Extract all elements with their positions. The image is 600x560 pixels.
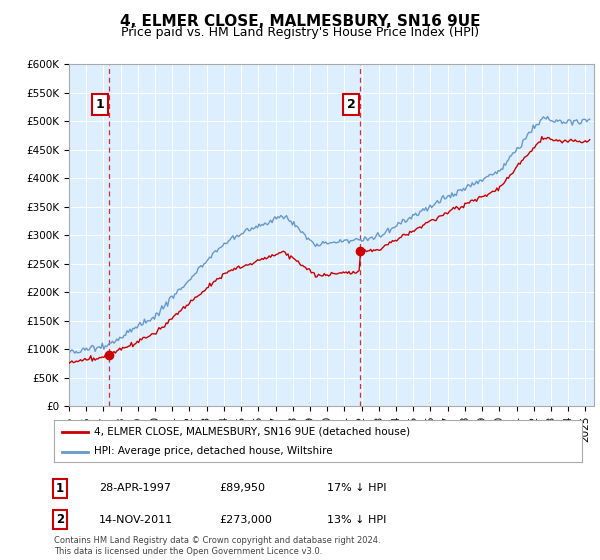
Text: £273,000: £273,000 [219,515,272,525]
Text: 4, ELMER CLOSE, MALMESBURY, SN16 9UE: 4, ELMER CLOSE, MALMESBURY, SN16 9UE [120,14,480,29]
Text: Price paid vs. HM Land Registry's House Price Index (HPI): Price paid vs. HM Land Registry's House … [121,26,479,39]
Text: 2: 2 [347,98,355,111]
Text: Contains HM Land Registry data © Crown copyright and database right 2024.
This d: Contains HM Land Registry data © Crown c… [54,536,380,556]
Text: 4, ELMER CLOSE, MALMESBURY, SN16 9UE (detached house): 4, ELMER CLOSE, MALMESBURY, SN16 9UE (de… [94,427,410,437]
Text: 28-APR-1997: 28-APR-1997 [99,483,171,493]
Text: 13% ↓ HPI: 13% ↓ HPI [327,515,386,525]
Text: 2: 2 [56,513,64,526]
Text: 1: 1 [56,482,64,495]
Text: £89,950: £89,950 [219,483,265,493]
Text: 17% ↓ HPI: 17% ↓ HPI [327,483,386,493]
Text: 1: 1 [96,98,105,111]
Text: 14-NOV-2011: 14-NOV-2011 [99,515,173,525]
Text: HPI: Average price, detached house, Wiltshire: HPI: Average price, detached house, Wilt… [94,446,332,456]
